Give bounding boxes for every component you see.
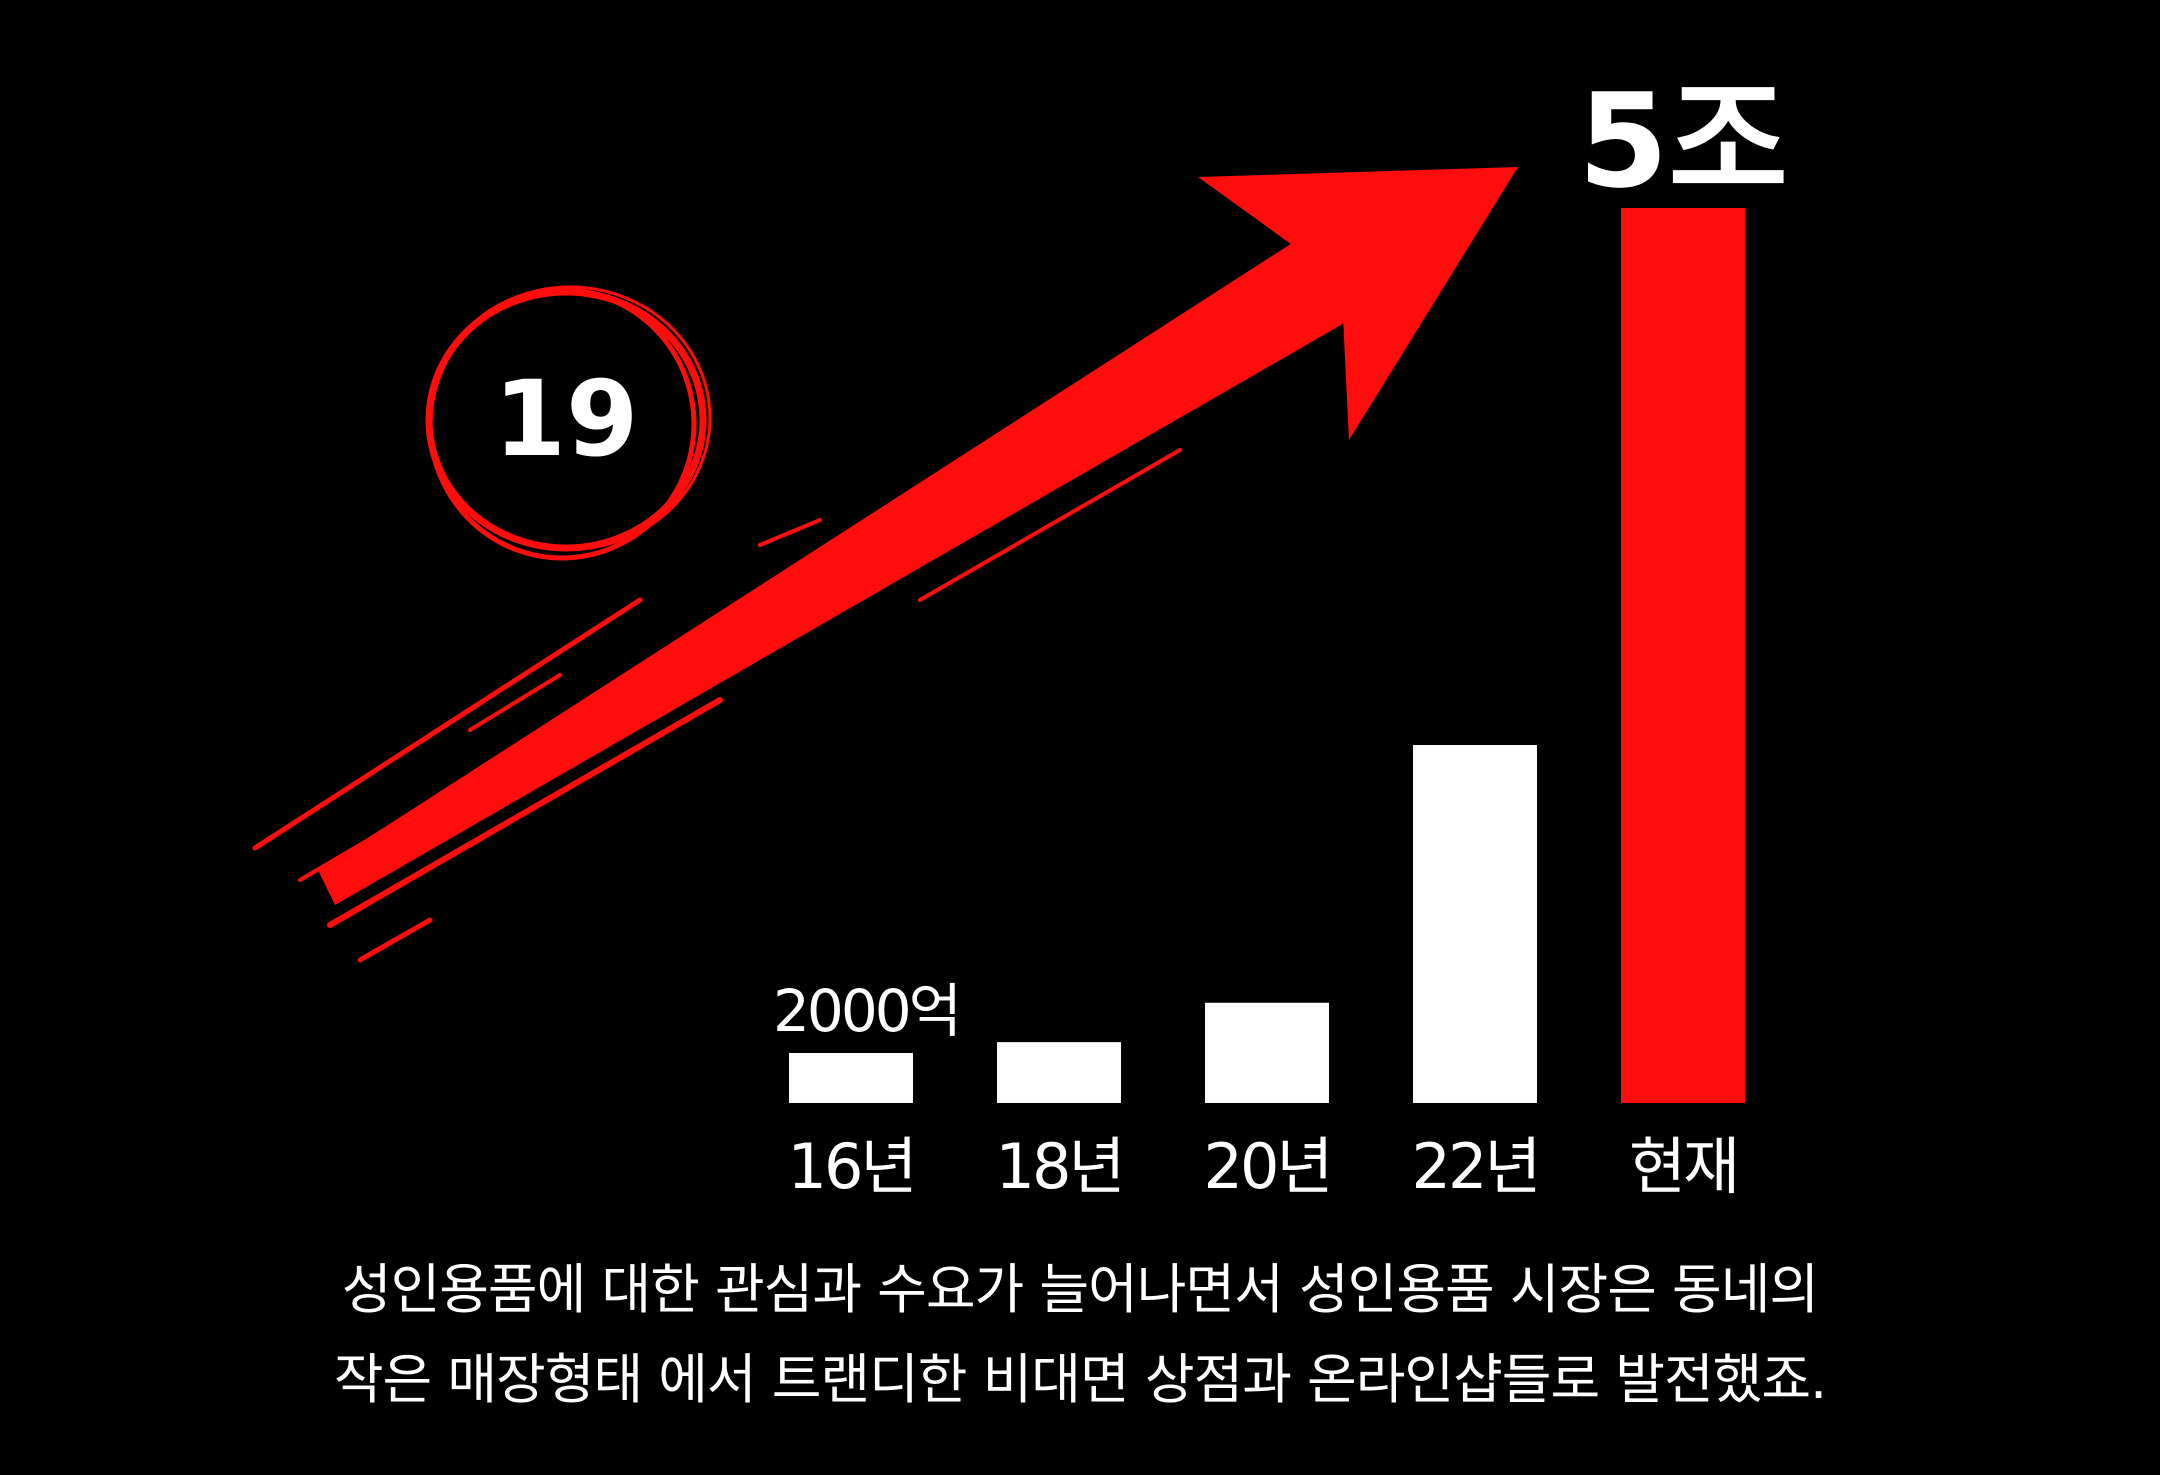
arrow-streak [252, 597, 643, 851]
adult-19-badge: 19 [425, 285, 712, 561]
caption-line-1: 성인용품에 대한 관심과 수요가 늘어나면서 성인용품 시장은 동네의 [341, 1258, 1819, 1321]
bar-3 [1413, 745, 1537, 1103]
data-label: 2000억 [773, 977, 959, 1045]
category-label: 20년 [1204, 1130, 1331, 1203]
arrow-streak [758, 518, 822, 547]
category-label: 22년 [1412, 1130, 1539, 1203]
arrow-streak [327, 697, 723, 928]
bar-2 [1205, 1002, 1329, 1103]
arrow-streak [918, 448, 1182, 602]
bars: 16년 2000억 18년 20년 22년 현재 5조 [773, 65, 1788, 1203]
bar-1 [997, 1042, 1121, 1103]
arrow-streak [1047, 357, 1233, 473]
badge-text: 19 [494, 358, 639, 480]
arrow-streak [468, 673, 562, 732]
bar-4 [1621, 208, 1745, 1103]
category-label: 18년 [996, 1130, 1123, 1203]
bar-0 [789, 1053, 913, 1103]
category-label: 16년 [788, 1130, 915, 1203]
badge-ring [428, 285, 712, 551]
category-label: 현재 [1629, 1130, 1737, 1203]
arrow-streak [498, 498, 942, 762]
caption-line-2: 작은 매장형태 에서 트랜디한 비대면 상점과 온라인샵들로 발전했죠. [333, 1348, 1827, 1411]
data-label: 5조 [1578, 65, 1788, 217]
arrow-streak [357, 917, 433, 963]
badge-circle-icon [425, 285, 712, 561]
growth-arrow-icon [252, 167, 1518, 963]
arrow-streak [298, 608, 762, 882]
